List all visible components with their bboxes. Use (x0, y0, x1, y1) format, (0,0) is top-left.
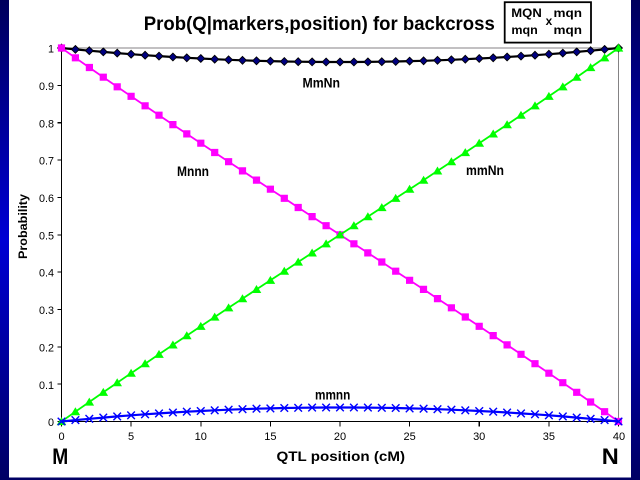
svg-text:0.5: 0.5 (39, 230, 54, 242)
svg-text:mqn: mqn (554, 25, 583, 37)
svg-text:Prob(Q|markers,position) for b: Prob(Q|markers,position) for backcross (144, 13, 495, 35)
svg-text:x: x (546, 16, 553, 28)
svg-text:0.7: 0.7 (39, 156, 54, 168)
svg-text:25: 25 (403, 431, 415, 443)
svg-text:N: N (602, 444, 619, 469)
svg-text:0.2: 0.2 (39, 342, 54, 354)
svg-text:0.1: 0.1 (39, 380, 54, 392)
svg-text:1: 1 (48, 44, 54, 56)
svg-text:0.8: 0.8 (39, 118, 54, 130)
svg-text:mqn: mqn (554, 8, 583, 20)
svg-text:mqn: mqn (511, 25, 537, 37)
svg-text:mmNn: mmNn (466, 162, 504, 178)
svg-text:0.3: 0.3 (39, 305, 54, 317)
svg-text:0.4: 0.4 (39, 268, 54, 280)
svg-text:15: 15 (264, 431, 276, 443)
svg-text:mmnn: mmnn (315, 387, 350, 403)
svg-text:MQN: MQN (511, 8, 542, 20)
svg-text:MmNn: MmNn (303, 74, 341, 90)
svg-text:0: 0 (48, 417, 54, 429)
svg-text:40: 40 (613, 431, 625, 443)
svg-text:20: 20 (334, 431, 346, 443)
svg-text:10: 10 (195, 431, 207, 443)
svg-text:M: M (52, 444, 68, 469)
svg-text:Probability: Probability (16, 194, 30, 259)
svg-text:0.9: 0.9 (39, 81, 54, 93)
svg-text:0.6: 0.6 (39, 193, 54, 205)
svg-text:QTL position (cM): QTL position (cM) (277, 449, 406, 464)
svg-text:30: 30 (473, 431, 485, 443)
svg-text:5: 5 (128, 431, 134, 443)
svg-text:0: 0 (58, 431, 64, 443)
svg-text:35: 35 (543, 431, 555, 443)
svg-text:Mnnn: Mnnn (177, 163, 209, 179)
